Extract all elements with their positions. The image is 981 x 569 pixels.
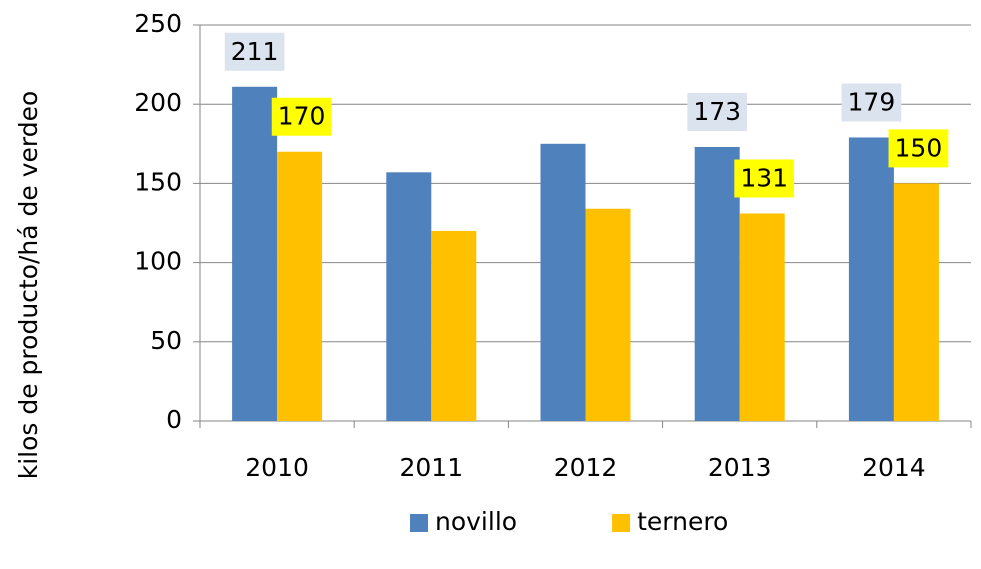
data-label-box — [734, 159, 795, 198]
legend-swatch — [410, 514, 428, 532]
data-label: 150 — [895, 133, 943, 162]
bar — [431, 230, 477, 421]
legend-label: ternero — [637, 507, 728, 536]
data-label-box — [224, 32, 285, 71]
bar — [386, 172, 432, 421]
x-tick-label: 2012 — [554, 453, 618, 482]
data-label-box — [888, 129, 949, 168]
x-tick-label: 2013 — [708, 453, 772, 482]
data-label: 211 — [231, 37, 279, 66]
bar — [585, 208, 631, 421]
x-tick-label: 2010 — [245, 453, 309, 482]
bar — [694, 146, 740, 421]
data-label-box — [687, 92, 748, 131]
x-tick-label: 2014 — [862, 453, 926, 482]
data-label: 173 — [693, 97, 741, 126]
y-tick-label: 0 — [166, 405, 182, 434]
data-label: 170 — [278, 102, 326, 131]
y-axis-title: kilos de producto/há de verdeo — [14, 91, 43, 480]
y-tick-label: 250 — [134, 9, 182, 38]
data-label-box — [841, 83, 902, 122]
legend-label: novillo — [435, 507, 517, 536]
bar — [893, 183, 939, 421]
bar — [739, 213, 785, 421]
bar — [232, 86, 278, 421]
data-label: 131 — [740, 163, 788, 192]
legend-swatch — [612, 514, 631, 532]
bar — [848, 137, 894, 422]
y-tick-label: 200 — [134, 88, 182, 117]
x-tick-label: 2011 — [399, 453, 463, 482]
data-label-box — [271, 97, 332, 136]
data-label: 179 — [848, 87, 896, 116]
bar — [277, 151, 323, 421]
bar — [540, 143, 586, 422]
y-tick-label: 50 — [150, 326, 182, 355]
y-tick-label: 100 — [134, 247, 182, 276]
y-tick-label: 150 — [134, 167, 182, 196]
